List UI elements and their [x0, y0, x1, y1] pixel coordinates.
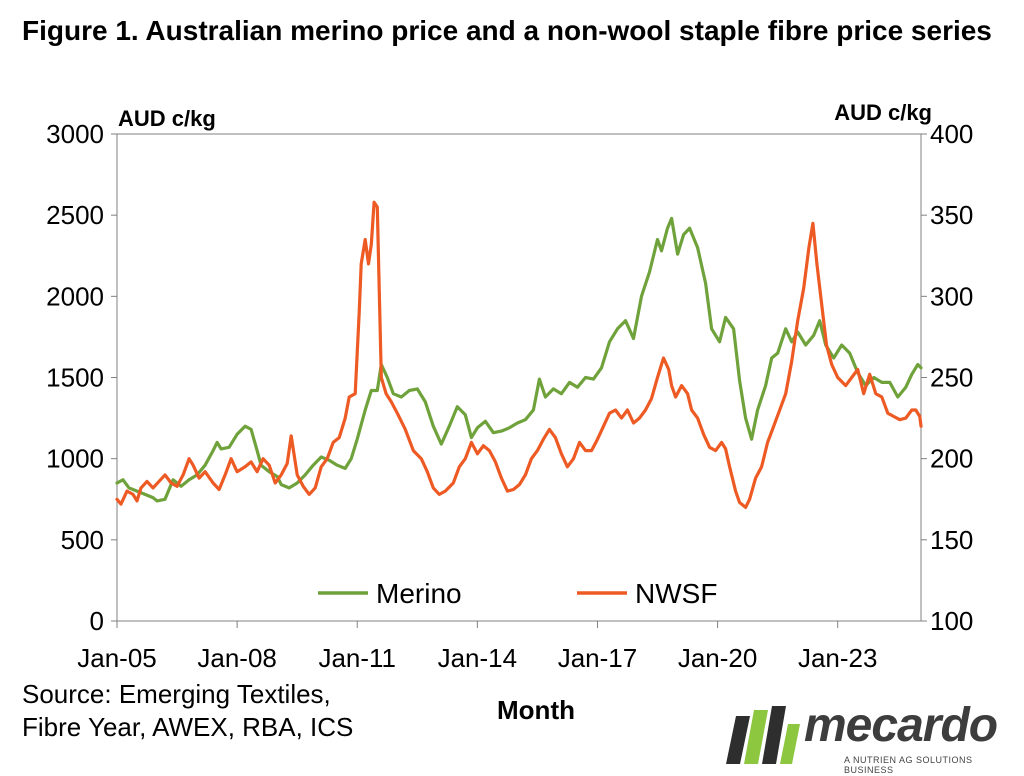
left-tick-label: 0 [90, 606, 104, 636]
left-tick-label: 2000 [46, 281, 104, 311]
left-tick-label: 2500 [46, 200, 104, 230]
logo-wordmark: mecardo [804, 699, 998, 752]
x-tick-label: Jan-08 [197, 643, 277, 673]
right-tick-label: 100 [930, 606, 973, 636]
left-axis-label: AUD c/kg [118, 106, 216, 131]
x-tick-label: Jan-14 [438, 643, 518, 673]
left-y-axis: 0 500 1000 1500 2000 2500 3000 [46, 119, 117, 636]
left-tick-label: 3000 [46, 119, 104, 149]
x-tick-label: Jan-17 [558, 643, 638, 673]
mecardo-logo: mecardo A NUTRIEN AG SOLUTIONS BUSINESS [722, 699, 1012, 775]
legend: Merino NWSF [318, 578, 717, 609]
series-layer [115, 200, 923, 509]
legend-label-nwsf: NWSF [635, 578, 717, 609]
legend-label-merino: Merino [376, 578, 462, 609]
series-line-merino [115, 216, 923, 503]
right-tick-label: 350 [930, 200, 973, 230]
left-tick-label: 500 [61, 525, 104, 555]
logo-mark-icon [726, 706, 800, 764]
source-line-2: Fibre Year, AWEX, RBA, ICS [22, 712, 354, 742]
x-axis: Jan-05 Jan-08 Jan-11 Jan-14 Jan-17 Jan-20 Jan-… [77, 621, 877, 673]
series-line-nwsf [115, 200, 923, 509]
logo-tagline: A NUTRIEN AG SOLUTIONS BUSINESS [844, 755, 973, 775]
right-axis-label: AUD c/kg [834, 100, 932, 125]
right-tick-label: 300 [930, 281, 973, 311]
chart-title: Figure 1. Australian merino price and a … [22, 15, 992, 46]
x-axis-label: Month [497, 695, 575, 725]
plot-frame [116, 133, 922, 622]
left-tick-label: 1000 [46, 444, 104, 474]
x-tick-label: Jan-23 [798, 643, 878, 673]
right-tick-label: 150 [930, 525, 973, 555]
x-tick-label: Jan-20 [678, 643, 758, 673]
right-tick-label: 400 [930, 119, 973, 149]
plot-border [116, 133, 922, 622]
right-tick-label: 200 [930, 444, 973, 474]
right-tick-label: 250 [930, 363, 973, 393]
source-note: Source: Emerging Textiles, Fibre Year, A… [22, 678, 353, 744]
right-y-axis: 100 150 200 250 300 350 400 [921, 119, 973, 636]
x-tick-label: Jan-11 [318, 643, 396, 673]
left-tick-label: 1500 [46, 363, 104, 393]
x-tick-label: Jan-05 [77, 643, 157, 673]
source-line-1: Source: Emerging Textiles, [22, 679, 331, 709]
